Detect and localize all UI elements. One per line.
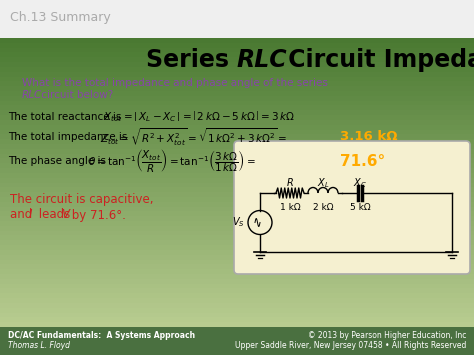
- Text: The total impedance is: The total impedance is: [8, 132, 131, 142]
- Text: RLC: RLC: [237, 48, 288, 72]
- Bar: [0, 269, 474, 274]
- Bar: [0, 211, 474, 216]
- Bar: [0, 86, 474, 91]
- Bar: [0, 284, 474, 289]
- Text: Ch.13 Summary: Ch.13 Summary: [10, 11, 111, 24]
- Text: 2 kΩ: 2 kΩ: [313, 203, 333, 212]
- Bar: [0, 216, 474, 221]
- Bar: [0, 322, 474, 327]
- Bar: [0, 125, 474, 130]
- Bar: [0, 67, 474, 72]
- Bar: [0, 115, 474, 120]
- Bar: [0, 178, 474, 182]
- Bar: [0, 245, 474, 250]
- Text: leads: leads: [35, 208, 74, 222]
- Bar: [0, 303, 474, 308]
- Bar: [0, 250, 474, 255]
- Text: Series: Series: [146, 48, 237, 72]
- Bar: [0, 308, 474, 312]
- Bar: [0, 264, 474, 269]
- Text: The phase angle is: The phase angle is: [8, 156, 109, 166]
- Bar: [0, 62, 474, 67]
- Bar: [0, 0, 474, 38]
- Bar: [0, 38, 474, 43]
- Bar: [0, 226, 474, 231]
- Text: 5 kΩ: 5 kΩ: [350, 203, 370, 212]
- Bar: [0, 298, 474, 303]
- Bar: [0, 57, 474, 62]
- Text: $Z_{tot} = \sqrt{R^2 + X^2_{tot}} = \sqrt{1\,k\Omega^2 + 3\,k\Omega^2} =$: $Z_{tot} = \sqrt{R^2 + X^2_{tot}} = \sqr…: [100, 126, 287, 148]
- Text: RLC: RLC: [22, 90, 42, 100]
- Bar: [0, 96, 474, 100]
- Bar: [0, 255, 474, 260]
- Bar: [0, 91, 474, 96]
- Text: The total reactance is: The total reactance is: [8, 112, 125, 122]
- Bar: [0, 202, 474, 207]
- Bar: [0, 168, 474, 173]
- Bar: [0, 134, 474, 139]
- Text: $X_C$: $X_C$: [353, 176, 367, 190]
- Text: $X_L$: $X_L$: [317, 176, 329, 190]
- Text: Circuit Impedance: Circuit Impedance: [280, 48, 474, 72]
- Bar: [0, 240, 474, 245]
- Text: 71.6°: 71.6°: [340, 153, 385, 169]
- Bar: [0, 53, 474, 57]
- Text: $V_S$: $V_S$: [232, 215, 245, 229]
- Bar: [0, 48, 474, 53]
- Bar: [0, 43, 474, 48]
- Bar: [0, 139, 474, 144]
- Text: R: R: [287, 178, 293, 188]
- Text: Upper Saddle River, New Jersey 07458 • All Rights Reserved: Upper Saddle River, New Jersey 07458 • A…: [235, 342, 466, 350]
- Text: by 71.6°.: by 71.6°.: [68, 208, 126, 222]
- Bar: [0, 72, 474, 77]
- Bar: [0, 260, 474, 264]
- Text: $X_{tot} = \left|\,X_L - X_C\,\right| = \left|\,2\,k\Omega - 5\,k\Omega\,\right|: $X_{tot} = \left|\,X_L - X_C\,\right| = …: [103, 110, 295, 124]
- Bar: [0, 77, 474, 81]
- Text: I: I: [29, 208, 33, 222]
- Bar: [0, 231, 474, 235]
- FancyBboxPatch shape: [234, 141, 470, 274]
- Bar: [0, 197, 474, 202]
- Bar: [0, 207, 474, 211]
- Bar: [0, 154, 474, 158]
- Bar: [0, 317, 474, 322]
- Bar: [0, 149, 474, 154]
- Bar: [0, 279, 474, 284]
- Bar: [0, 327, 474, 355]
- Bar: [0, 120, 474, 125]
- Bar: [0, 130, 474, 134]
- Bar: [0, 144, 474, 149]
- Bar: [0, 81, 474, 86]
- Bar: [0, 187, 474, 192]
- Bar: [0, 163, 474, 168]
- Text: V: V: [61, 208, 69, 222]
- Bar: [0, 192, 474, 197]
- Text: The circuit is capacitive,: The circuit is capacitive,: [10, 193, 154, 207]
- Text: DC/AC Fundamentals:  A Systems Approach: DC/AC Fundamentals: A Systems Approach: [8, 332, 195, 340]
- Text: Thomas L. Floyd: Thomas L. Floyd: [8, 342, 70, 350]
- Bar: [0, 105, 474, 110]
- Bar: [0, 235, 474, 240]
- Bar: [0, 100, 474, 105]
- Bar: [0, 182, 474, 187]
- Text: © 2013 by Pearson Higher Education, Inc: © 2013 by Pearson Higher Education, Inc: [308, 332, 466, 340]
- Bar: [0, 312, 474, 317]
- Bar: [0, 293, 474, 298]
- Bar: [0, 221, 474, 226]
- Bar: [0, 274, 474, 279]
- Text: 1 kΩ: 1 kΩ: [280, 203, 301, 212]
- Text: circuit below?: circuit below?: [38, 90, 113, 100]
- Bar: [0, 173, 474, 178]
- Bar: [0, 289, 474, 293]
- Text: 3.16 kΩ: 3.16 kΩ: [340, 131, 398, 143]
- Bar: [0, 158, 474, 163]
- Bar: [0, 110, 474, 115]
- Text: and: and: [10, 208, 36, 222]
- Text: $\theta = \tan^{-1}\!\left(\dfrac{X_{tot}}{R}\right) = \tan^{-1}\!\left(\dfrac{3: $\theta = \tan^{-1}\!\left(\dfrac{X_{tot…: [88, 147, 256, 175]
- Text: What is the total impedance and phase angle of the series: What is the total impedance and phase an…: [22, 78, 328, 88]
